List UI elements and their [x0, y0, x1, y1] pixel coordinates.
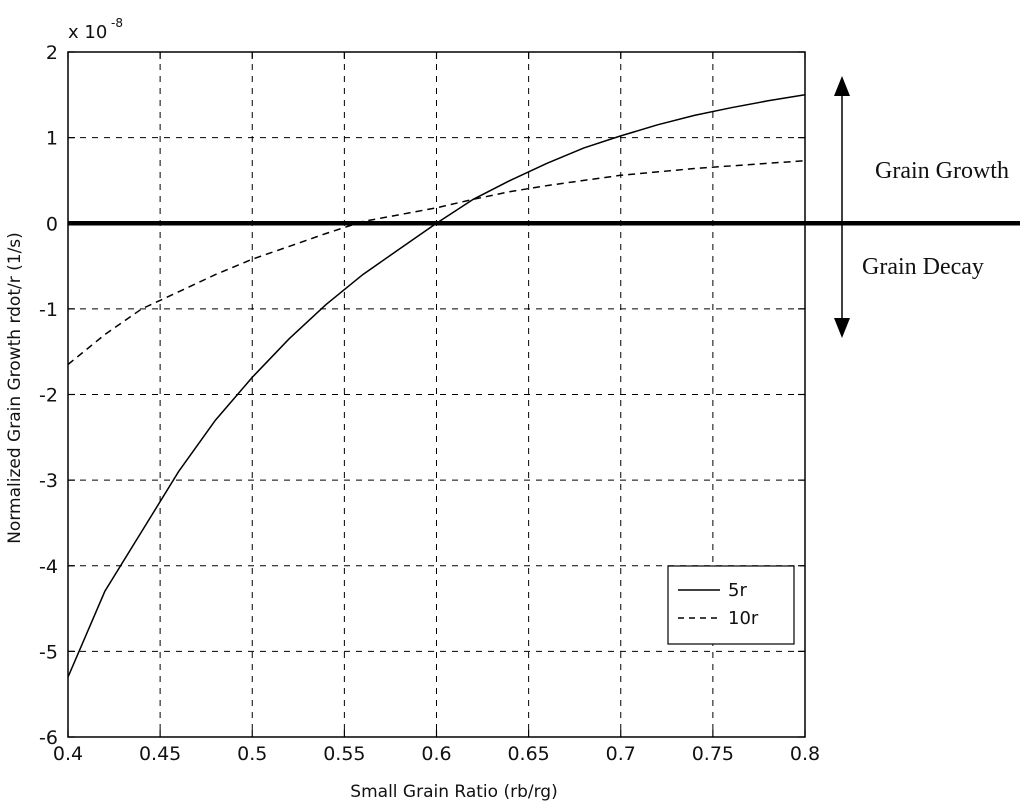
growth-decay-annotation: Grain Growth Grain Decay — [834, 76, 1009, 338]
x-tick-label: 0.6 — [421, 743, 451, 765]
arrow-down-icon — [834, 318, 850, 338]
x-tick-label: 0.55 — [323, 743, 365, 765]
y-axis-label: Normalized Grain Growth rdot/r (1/s) — [5, 232, 25, 544]
y-tick-label: -3 — [39, 470, 58, 492]
annotation-grain-decay: Grain Decay — [862, 254, 984, 280]
x-tick-label: 0.4 — [53, 743, 83, 765]
y-multiplier-base: x 10 — [68, 22, 107, 43]
series-line-10r — [67, 159, 806, 366]
y-tick-label: 1 — [46, 128, 58, 150]
x-axis-label: Small Grain Ratio (rb/rg) — [350, 782, 557, 802]
x-tick-label: 0.75 — [692, 743, 734, 765]
legend-label-10r: 10r — [728, 608, 759, 629]
x-tick-label: 0.45 — [139, 743, 181, 765]
x-tick-label: 0.7 — [606, 743, 636, 765]
y-tick-label: -6 — [39, 727, 58, 749]
y-tick-label: -2 — [39, 385, 58, 407]
legend: 5r 10r — [667, 565, 795, 645]
y-tick-label: -1 — [39, 299, 58, 321]
legend-label-5r: 5r — [728, 580, 747, 601]
y-tick-label: 2 — [46, 42, 58, 64]
annotation-grain-growth: Grain Growth — [875, 158, 1009, 184]
y-tick-label: 0 — [46, 213, 58, 235]
axis-ticks: 0.4 0.45 0.5 0.55 0.6 0.65 0.7 0.75 0.8 -6 -5 -4 -3 -… — [39, 42, 820, 765]
y-tick-label: -4 — [39, 556, 58, 578]
legend-box — [667, 565, 795, 645]
y-axis-multiplier: x 10 -8 — [68, 16, 123, 43]
x-tick-label: 0.5 — [237, 743, 267, 765]
y-multiplier-exponent: -8 — [111, 16, 123, 30]
arrow-up-icon — [834, 76, 850, 96]
x-tick-label: 0.8 — [790, 743, 820, 765]
x-tick-label: 0.65 — [507, 743, 549, 765]
y-tick-label: -5 — [39, 641, 58, 663]
